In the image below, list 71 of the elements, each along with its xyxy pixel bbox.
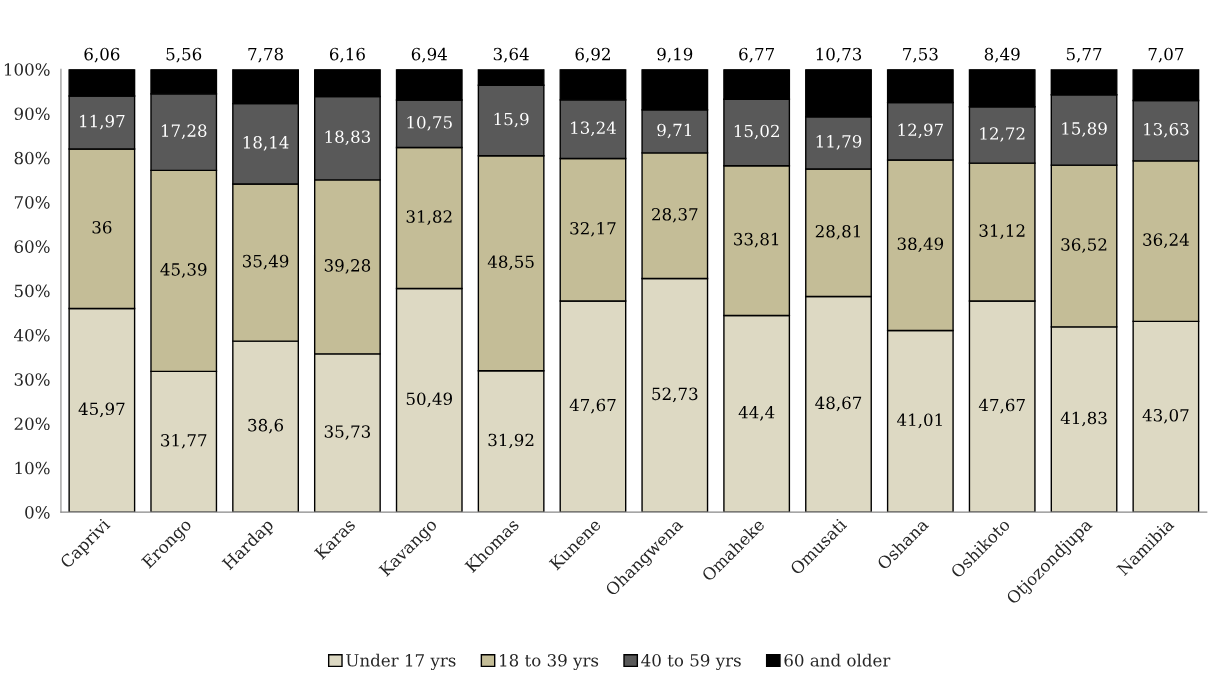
data-label: 38,6 bbox=[248, 418, 284, 434]
data-label: 11,79 bbox=[816, 135, 862, 150]
data-label: 43,07 bbox=[1142, 408, 1189, 424]
data-label: 36,24 bbox=[1143, 233, 1189, 248]
data-label: 15,9 bbox=[494, 112, 529, 128]
data-label: 13,63 bbox=[1144, 122, 1189, 138]
data-label: 17,28 bbox=[161, 124, 207, 139]
data-label: 6,77 bbox=[739, 47, 774, 63]
y-tick-label: 20% bbox=[14, 417, 50, 431]
data-label: 41,83 bbox=[1060, 411, 1107, 427]
data-label: 18,83 bbox=[325, 130, 371, 146]
data-label: 28,81 bbox=[815, 224, 860, 240]
y-tick-label: 40% bbox=[14, 328, 50, 342]
y-tick-label: 0% bbox=[25, 506, 50, 519]
data-label: 48,67 bbox=[815, 396, 862, 412]
data-label: 28,37 bbox=[652, 207, 698, 223]
y-tick-label: 30% bbox=[14, 373, 50, 386]
data-label: 7,07 bbox=[1148, 47, 1184, 63]
y-tick-label: 100% bbox=[4, 63, 50, 76]
data-label: 36,52 bbox=[1061, 238, 1107, 253]
data-label: 6,94 bbox=[411, 47, 447, 63]
data-label: 9,19 bbox=[657, 47, 693, 63]
data-label: 39,28 bbox=[324, 259, 371, 274]
data-label: 12,72 bbox=[980, 127, 1025, 142]
data-label: 15,02 bbox=[734, 124, 779, 140]
y-tick-label: 60% bbox=[14, 240, 50, 253]
data-label: 3,64 bbox=[493, 47, 529, 63]
data-label: 33,81 bbox=[734, 232, 779, 248]
data-label: 18,14 bbox=[243, 136, 289, 151]
y-tick-label: 70% bbox=[14, 196, 50, 209]
data-label: 7,53 bbox=[903, 47, 938, 63]
data-label: 31,82 bbox=[406, 210, 452, 225]
data-label: 47,67 bbox=[569, 398, 616, 414]
data-label: 41,01 bbox=[897, 413, 942, 429]
data-label: 38,49 bbox=[897, 237, 944, 253]
data-label: 50,49 bbox=[406, 392, 452, 408]
data-label: 32,17 bbox=[570, 221, 616, 237]
data-label: 47,67 bbox=[978, 398, 1025, 414]
data-label: 11,97 bbox=[80, 114, 125, 130]
data-label: 52,73 bbox=[652, 387, 698, 403]
data-label: 12,97 bbox=[898, 123, 943, 139]
data-label: 31,12 bbox=[979, 224, 1025, 239]
data-label: 31,77 bbox=[161, 433, 207, 449]
data-label: 36 bbox=[92, 221, 112, 234]
data-label: 48,55 bbox=[487, 255, 534, 271]
data-label: 45,97 bbox=[78, 402, 125, 418]
data-label: 9,71 bbox=[657, 123, 691, 139]
y-tick-label: 80% bbox=[14, 151, 50, 165]
data-label: 5,77 bbox=[1066, 47, 1102, 63]
data-label: 15,89 bbox=[1062, 122, 1107, 137]
data-label: 7,78 bbox=[248, 47, 283, 63]
data-label: 6,06 bbox=[84, 47, 120, 63]
data-label: 6,92 bbox=[575, 47, 610, 63]
data-label: 31,92 bbox=[488, 433, 534, 449]
data-label: 8,49 bbox=[984, 47, 1020, 63]
y-tick-label: 90% bbox=[14, 107, 50, 121]
y-tick-label: 50% bbox=[14, 284, 50, 298]
y-tick-label: 10% bbox=[15, 461, 50, 475]
legend-label: 40 to 59 yrs bbox=[641, 654, 741, 671]
data-label: 6,16 bbox=[329, 47, 365, 63]
data-label: 35,49 bbox=[242, 254, 289, 270]
legend-label: Under 17 yrs bbox=[346, 653, 456, 671]
data-label: 13,24 bbox=[571, 121, 616, 137]
data-label: 10,75 bbox=[407, 115, 452, 131]
legend-label: 60 and older bbox=[784, 653, 891, 667]
data-label: 44,4 bbox=[738, 405, 775, 421]
data-label: 10,73 bbox=[816, 47, 862, 63]
data-label: 35,73 bbox=[324, 425, 371, 440]
data-label: 5,56 bbox=[166, 47, 202, 63]
data-label: 45,39 bbox=[160, 263, 207, 278]
legend-label: 18 to 39 yrs bbox=[500, 654, 599, 671]
